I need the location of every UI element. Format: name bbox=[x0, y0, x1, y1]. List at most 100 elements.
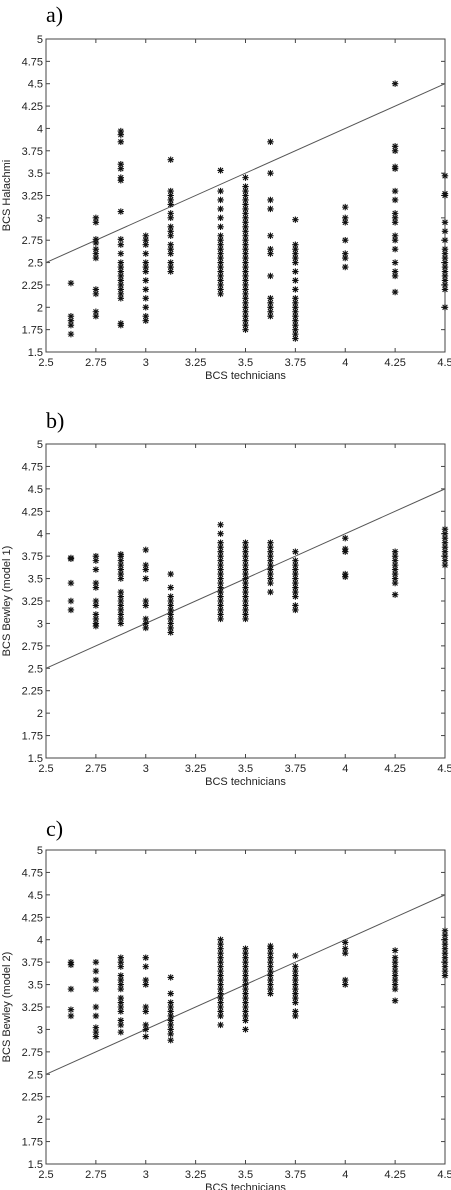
data-point bbox=[242, 548, 249, 555]
data-point bbox=[242, 237, 249, 244]
data-point bbox=[242, 241, 249, 248]
data-point bbox=[242, 223, 249, 230]
data-point bbox=[142, 295, 149, 302]
data-point bbox=[391, 147, 399, 154]
data-point bbox=[391, 976, 399, 984]
data-point bbox=[92, 313, 100, 320]
data-point bbox=[242, 615, 249, 623]
data-point bbox=[267, 575, 274, 582]
data-point bbox=[342, 939, 349, 946]
data-point bbox=[217, 241, 224, 248]
data-point bbox=[242, 299, 249, 307]
data-point bbox=[92, 557, 100, 564]
data-point bbox=[67, 597, 75, 605]
data-point bbox=[242, 958, 249, 966]
x-tick-label: 4 bbox=[342, 763, 348, 775]
data-point bbox=[217, 999, 224, 1006]
data-point bbox=[242, 214, 249, 222]
data-point bbox=[117, 557, 125, 564]
data-point bbox=[117, 972, 125, 979]
data-point bbox=[267, 967, 274, 975]
y-tick-label: 3.75 bbox=[22, 146, 43, 158]
data-point bbox=[267, 552, 274, 560]
data-point bbox=[267, 232, 274, 239]
data-point bbox=[242, 575, 249, 582]
data-point bbox=[167, 570, 174, 578]
data-point bbox=[92, 958, 100, 966]
data-point bbox=[342, 254, 349, 262]
data-point bbox=[217, 205, 224, 213]
x-tick-label: 3 bbox=[143, 357, 149, 369]
data-point bbox=[267, 539, 274, 546]
data-point bbox=[441, 958, 449, 966]
x-axis-label: BCS technicians bbox=[205, 370, 286, 382]
data-point bbox=[242, 205, 249, 213]
data-point bbox=[242, 263, 249, 271]
data-point bbox=[142, 313, 149, 320]
data-point bbox=[267, 295, 274, 302]
data-point bbox=[292, 566, 299, 573]
data-point bbox=[167, 192, 174, 199]
data-point bbox=[242, 272, 249, 280]
data-point bbox=[167, 214, 174, 222]
data-point bbox=[342, 545, 349, 553]
data-point bbox=[242, 611, 249, 618]
data-point bbox=[267, 205, 274, 213]
data-point bbox=[117, 1008, 125, 1015]
data-point bbox=[242, 543, 249, 551]
data-point bbox=[242, 254, 249, 262]
y-tick-label: 1.75 bbox=[22, 325, 43, 337]
y-tick-label: 3 bbox=[37, 1024, 43, 1036]
y-tick-label: 3.25 bbox=[22, 191, 43, 203]
data-point bbox=[242, 561, 249, 569]
data-point bbox=[217, 232, 224, 239]
data-point bbox=[92, 219, 100, 226]
data-point bbox=[267, 976, 274, 984]
data-point bbox=[441, 219, 449, 226]
data-point bbox=[217, 250, 224, 257]
data-point bbox=[292, 584, 299, 591]
data-point bbox=[217, 237, 224, 244]
data-point bbox=[342, 250, 349, 257]
y-tick-label: 2.75 bbox=[22, 1047, 43, 1059]
data-point bbox=[167, 629, 174, 636]
data-point bbox=[441, 932, 449, 939]
data-point bbox=[217, 615, 224, 623]
data-point bbox=[441, 557, 449, 564]
data-point bbox=[167, 593, 174, 600]
data-point bbox=[267, 963, 274, 970]
data-point bbox=[441, 281, 449, 289]
y-tick-label: 3.5 bbox=[28, 574, 43, 586]
data-point bbox=[167, 606, 174, 614]
data-point bbox=[92, 602, 100, 609]
data-point bbox=[92, 245, 100, 253]
data-point bbox=[92, 1028, 100, 1036]
data-point bbox=[92, 579, 100, 587]
data-point bbox=[217, 245, 224, 253]
data-point bbox=[167, 241, 174, 248]
data-point bbox=[142, 561, 149, 569]
panel-label: a) bbox=[46, 2, 63, 27]
x-tick-label: 2.75 bbox=[85, 1169, 106, 1181]
panel-label: b) bbox=[46, 408, 64, 433]
data-point bbox=[292, 335, 299, 342]
data-point bbox=[142, 546, 149, 554]
data-point bbox=[441, 552, 449, 560]
data-point bbox=[217, 543, 224, 551]
data-point bbox=[217, 606, 224, 614]
data-point bbox=[167, 228, 174, 235]
data-point bbox=[441, 254, 449, 262]
data-point bbox=[142, 597, 149, 605]
scatter-panel-1: a) 2.5 2.75 3 3.25 3.5 3.75 4 4.25 4.5 1.5 1.75 2 2.2… bbox=[1, 2, 451, 382]
data-point bbox=[441, 259, 449, 266]
y-tick-label: 3.5 bbox=[28, 980, 43, 992]
data-point bbox=[67, 330, 75, 338]
data-point bbox=[67, 554, 75, 562]
data-point bbox=[242, 990, 249, 997]
data-point bbox=[167, 584, 174, 591]
scatter-panel-3: c) 2.5 2.75 3 3.25 3.5 3.75 4 4.25 4.5 1.5 1.75 2 2.2… bbox=[1, 816, 451, 1190]
data-point bbox=[342, 976, 349, 984]
data-point bbox=[117, 1021, 125, 1029]
data-point bbox=[217, 272, 224, 280]
data-point bbox=[217, 575, 224, 582]
